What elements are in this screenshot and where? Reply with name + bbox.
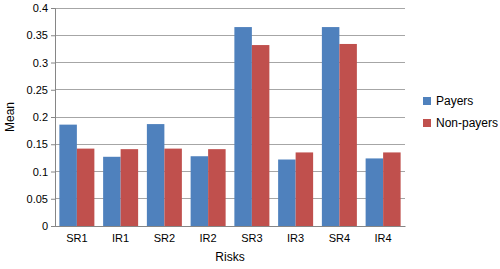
- tick-label: 0.3: [33, 57, 48, 69]
- bar: [278, 160, 296, 226]
- tick: 0.2: [33, 111, 55, 123]
- tick-label: 0.1: [33, 166, 48, 178]
- tick-label: IR3: [287, 232, 304, 244]
- tick: IR1: [112, 226, 129, 244]
- bar: [252, 45, 270, 226]
- legend-item: Non-payers: [423, 116, 498, 130]
- tick-label: IR1: [112, 232, 129, 244]
- bar: [322, 27, 340, 226]
- legend-label: Non-payers: [436, 116, 498, 130]
- tick-label: 0.05: [27, 193, 48, 205]
- tick: SR2: [154, 226, 175, 244]
- bar: [77, 149, 95, 226]
- y-axis-title: Mean: [3, 102, 17, 132]
- tick: SR4: [329, 226, 350, 244]
- tick: 0.1: [33, 166, 55, 178]
- bar-series: [77, 44, 401, 226]
- tick-mark: [51, 226, 55, 227]
- tick-mark: [51, 117, 55, 118]
- bar-series: [59, 27, 383, 226]
- tick-label: 0.4: [33, 2, 48, 14]
- tick-label: IR2: [200, 232, 217, 244]
- tick-label: SR1: [66, 232, 87, 244]
- bar: [296, 152, 314, 226]
- tick-mark: [51, 144, 55, 145]
- legend: Payers Non-payers: [423, 94, 498, 130]
- bar: [366, 158, 384, 226]
- tick-label: 0: [42, 220, 48, 232]
- tick-mark: [51, 90, 55, 91]
- tick: 0.05: [27, 193, 55, 205]
- tick: IR2: [200, 226, 217, 244]
- tick-mark: [51, 172, 55, 173]
- bar: [59, 125, 77, 226]
- tick-mark: [51, 63, 55, 64]
- tick-label: 0.2: [33, 111, 48, 123]
- axis-line: [56, 226, 406, 227]
- tick-label: SR3: [241, 232, 262, 244]
- grid: [55, 8, 405, 226]
- grid-line: [55, 8, 405, 9]
- bar: [121, 149, 139, 226]
- bar: [164, 149, 182, 226]
- bars: [59, 27, 400, 226]
- legend-swatch: [423, 119, 431, 127]
- tick-label: 0.15: [27, 138, 48, 150]
- x-axis-title: Risks: [215, 250, 244, 264]
- tick-label: 0.35: [27, 29, 48, 41]
- tick: SR3: [241, 226, 262, 244]
- chart: 0 0.05 0.1 0.15 0.2 0.25 0.3 0.35 0.4 SR1 IR1 SR2 IR…: [0, 0, 500, 269]
- tick-mark: [51, 8, 55, 9]
- tick: IR3: [287, 226, 304, 244]
- axis-line: [51, 9, 56, 227]
- tick: 0.4: [33, 2, 55, 14]
- plot: 0 0.05 0.1 0.15 0.2 0.25 0.3 0.35 0.4 SR1 IR1 SR2 IR…: [27, 2, 406, 244]
- bar: [147, 124, 165, 226]
- tick: SR1: [66, 226, 87, 244]
- tick: 0.35: [27, 29, 55, 41]
- tick: IR4: [375, 226, 392, 244]
- bar: [191, 156, 209, 226]
- bar: [103, 157, 121, 226]
- y-axis: 0 0.05 0.1 0.15 0.2 0.25 0.3 0.35 0.4: [27, 2, 56, 232]
- bar: [208, 149, 226, 226]
- tick: 0: [42, 220, 55, 232]
- tick-label: IR4: [375, 232, 392, 244]
- tick-mark: [51, 35, 55, 36]
- tick-label: 0.25: [27, 84, 48, 96]
- x-axis: SR1 IR1 SR2 IR2 SR3 IR3 SR4 IR4: [56, 226, 406, 244]
- legend-label: Payers: [436, 94, 473, 108]
- bar: [339, 44, 357, 226]
- tick-label: SR2: [154, 232, 175, 244]
- bar: [234, 27, 252, 226]
- legend-swatch: [423, 97, 431, 105]
- grid-line: [55, 35, 405, 36]
- tick-label: SR4: [329, 232, 350, 244]
- tick: 0.15: [27, 138, 55, 150]
- tick: 0.3: [33, 57, 55, 69]
- bar: [383, 152, 401, 226]
- legend-item: Payers: [423, 94, 473, 108]
- tick: 0.25: [27, 84, 55, 96]
- tick-mark: [51, 199, 55, 200]
